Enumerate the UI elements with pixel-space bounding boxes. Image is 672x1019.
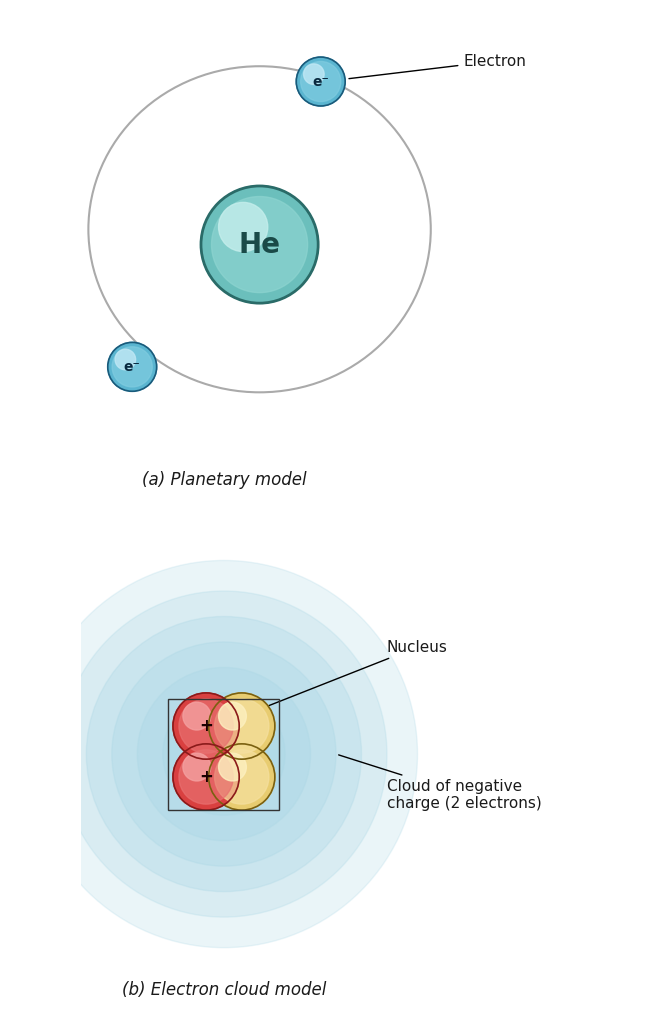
Circle shape <box>112 642 336 866</box>
Circle shape <box>173 693 239 759</box>
Circle shape <box>183 702 211 730</box>
Circle shape <box>212 197 308 292</box>
Circle shape <box>300 61 341 102</box>
Text: e⁻: e⁻ <box>124 360 140 374</box>
Circle shape <box>201 185 318 304</box>
Text: (a) Planetary model: (a) Planetary model <box>142 471 307 489</box>
Circle shape <box>108 342 157 391</box>
Circle shape <box>218 753 247 781</box>
Circle shape <box>183 753 211 781</box>
Text: e⁻: e⁻ <box>312 74 329 89</box>
Circle shape <box>296 57 345 106</box>
Circle shape <box>218 203 267 252</box>
Text: (b) Electron cloud model: (b) Electron cloud model <box>122 980 327 999</box>
Text: Electron: Electron <box>349 54 526 78</box>
Circle shape <box>173 744 239 810</box>
Circle shape <box>179 750 233 804</box>
Circle shape <box>86 616 362 892</box>
Text: He: He <box>239 230 281 259</box>
Circle shape <box>208 744 275 810</box>
Text: Nucleus: Nucleus <box>252 640 448 712</box>
Circle shape <box>61 591 387 917</box>
Text: Cloud of negative
charge (2 electrons): Cloud of negative charge (2 electrons) <box>339 755 542 811</box>
Circle shape <box>30 560 417 948</box>
Circle shape <box>304 64 324 85</box>
Circle shape <box>214 750 269 804</box>
Circle shape <box>163 693 285 815</box>
Circle shape <box>208 693 275 759</box>
Circle shape <box>115 350 136 370</box>
Circle shape <box>112 346 153 387</box>
Circle shape <box>137 667 310 841</box>
Text: +: + <box>199 717 213 735</box>
Circle shape <box>179 699 233 753</box>
Text: +: + <box>199 768 213 786</box>
Circle shape <box>214 699 269 753</box>
Circle shape <box>218 702 247 730</box>
